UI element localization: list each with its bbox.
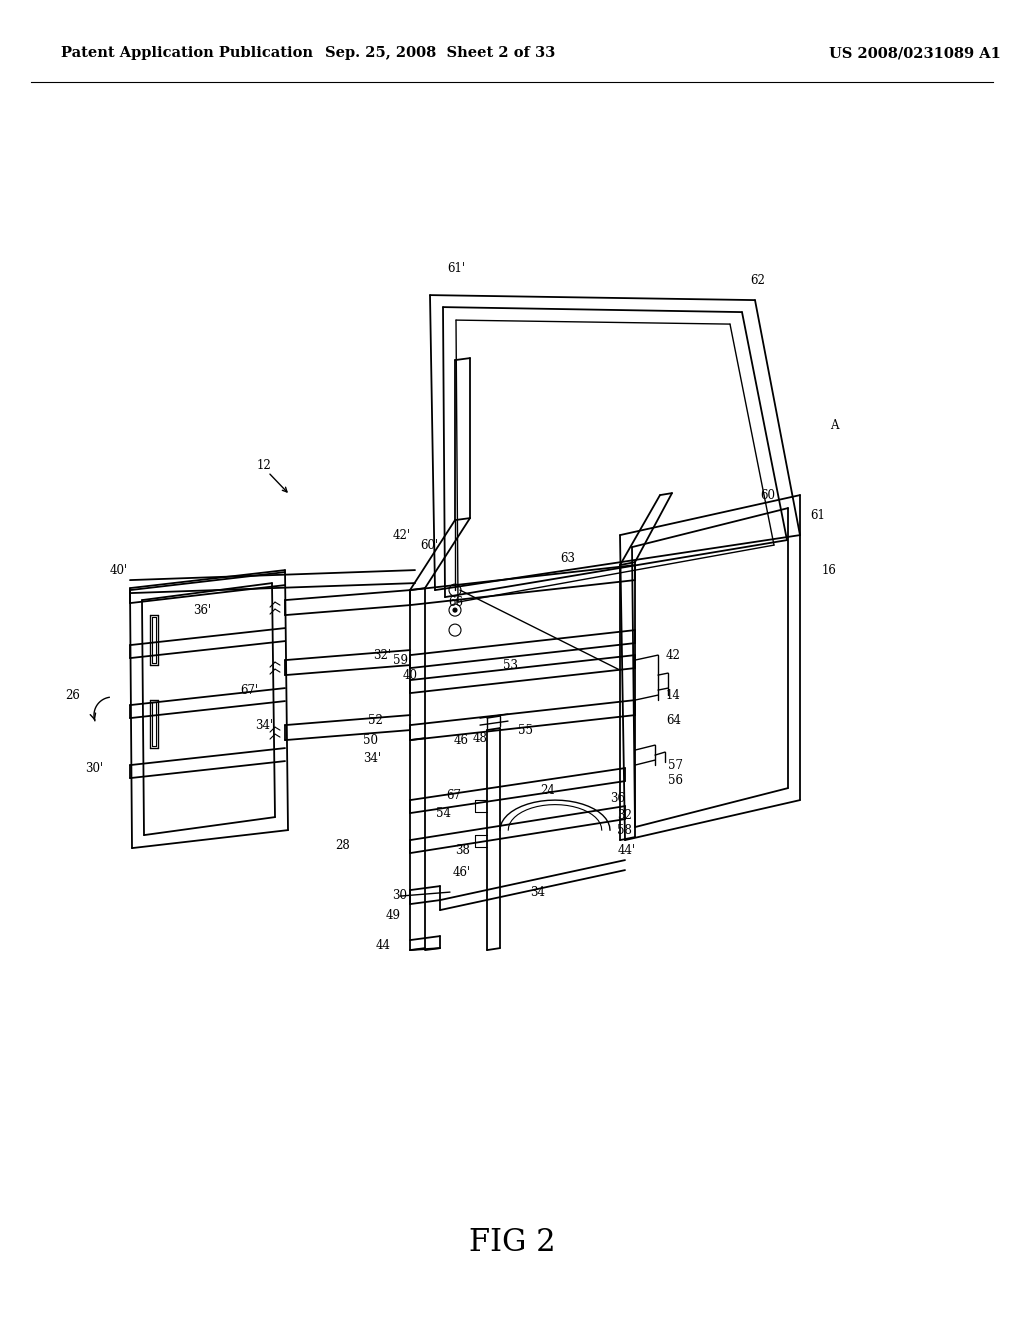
Text: 34': 34' [362,751,381,764]
Text: 34': 34' [255,718,273,731]
Text: 58: 58 [617,824,632,837]
Text: 46': 46' [453,866,471,879]
Text: 63: 63 [560,552,575,565]
Text: 12: 12 [257,458,271,471]
Text: 16: 16 [822,564,837,577]
Text: 66: 66 [449,595,463,609]
Text: 56: 56 [668,774,683,787]
Text: 57: 57 [668,759,683,772]
Text: 50: 50 [362,734,378,747]
Text: 49: 49 [386,908,401,921]
Text: 60: 60 [760,488,775,502]
Text: 67: 67 [446,788,461,801]
Text: 40: 40 [403,669,418,681]
Text: 30': 30' [85,762,103,775]
Text: Patent Application Publication: Patent Application Publication [61,46,313,61]
Text: A: A [830,418,839,432]
Text: 48: 48 [473,731,487,744]
Text: 61': 61' [447,261,465,275]
Text: 67': 67' [240,684,258,697]
Text: 55: 55 [518,723,534,737]
Text: 52: 52 [368,714,383,726]
Text: US 2008/0231089 A1: US 2008/0231089 A1 [829,46,1001,61]
Text: 61: 61 [810,508,825,521]
Text: 30: 30 [392,888,407,902]
Text: 42: 42 [666,648,681,661]
Text: 42': 42' [393,528,411,541]
Text: Sep. 25, 2008  Sheet 2 of 33: Sep. 25, 2008 Sheet 2 of 33 [326,46,555,61]
Text: 36: 36 [610,792,625,805]
Text: 32: 32 [617,809,632,821]
Text: 26: 26 [65,689,80,702]
Text: 36': 36' [193,603,211,616]
Text: 14: 14 [666,689,681,702]
Text: FIG 2: FIG 2 [469,1228,555,1258]
Circle shape [453,609,457,612]
Text: 40': 40' [110,564,128,577]
Text: 54: 54 [436,807,451,820]
Text: 62: 62 [750,273,765,286]
Text: 24: 24 [540,784,555,796]
Text: 64: 64 [666,714,681,726]
Text: 28: 28 [335,838,350,851]
Text: 44': 44' [618,843,636,857]
Text: 32': 32' [373,648,391,661]
Text: 38: 38 [455,843,470,857]
Text: 59: 59 [393,653,408,667]
Text: 53: 53 [503,659,518,672]
Text: 34: 34 [530,886,545,899]
Text: 46: 46 [454,734,469,747]
Text: 44: 44 [376,939,391,952]
Text: 60': 60' [420,539,438,552]
